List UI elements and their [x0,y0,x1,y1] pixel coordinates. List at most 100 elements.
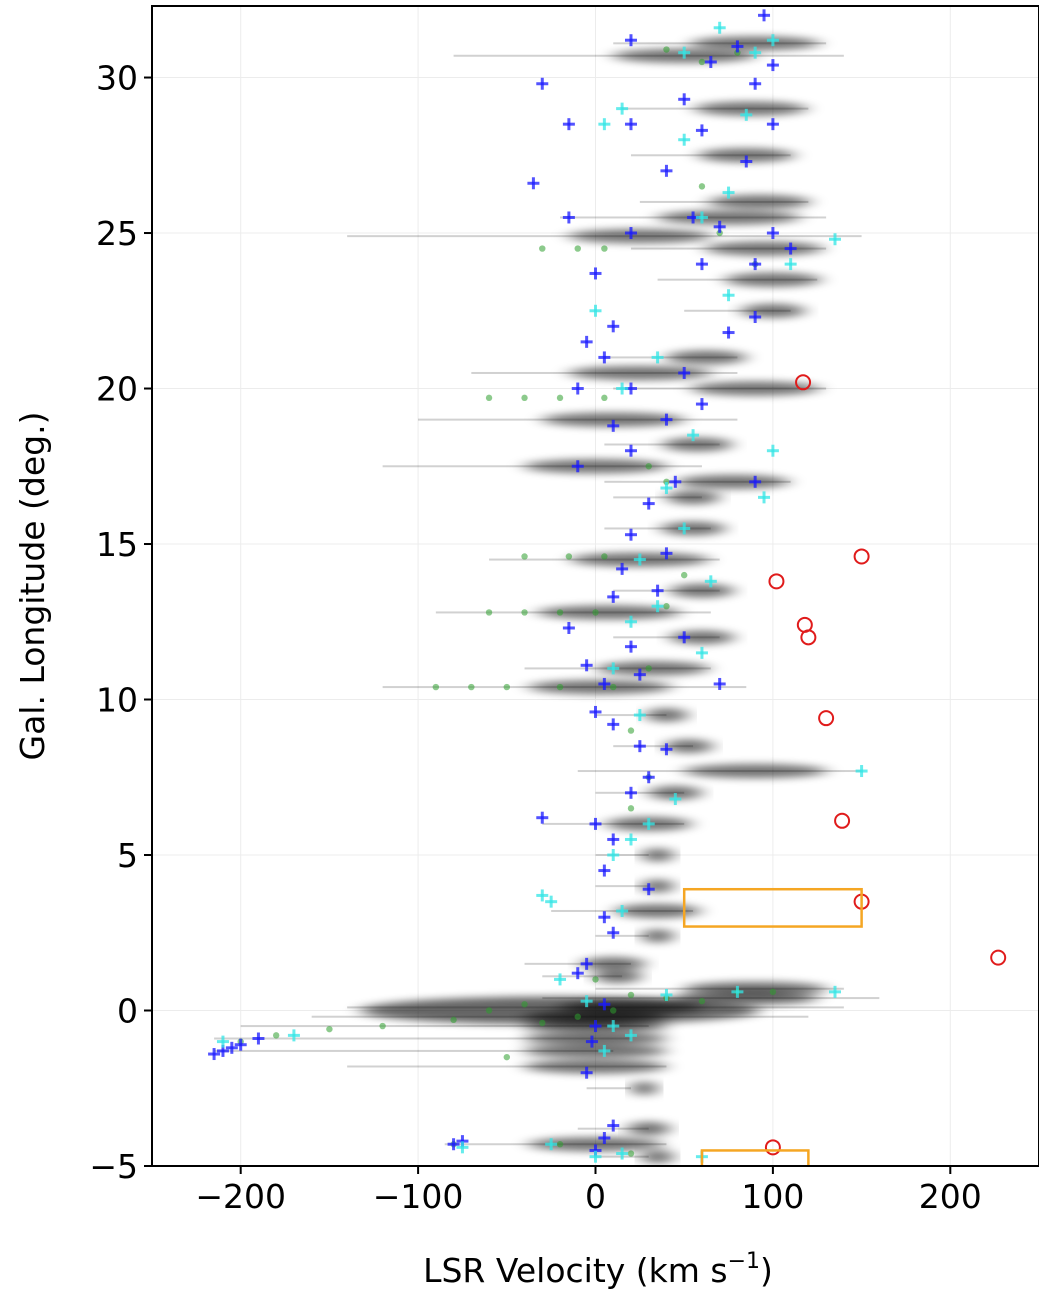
emission-core [641,848,674,863]
cyan-cross-point [536,889,549,902]
blue-cross-point [225,1041,238,1054]
green-dot-point [565,553,573,560]
blue-cross-point [758,9,771,22]
blue-cross-point [766,59,779,72]
green-dot-point [539,1019,546,1027]
emission-streak [613,496,702,499]
emission-core [630,1081,658,1096]
cyan-cross-point [678,522,691,535]
blue-cross-point [607,926,620,939]
emission-core [641,879,674,894]
green-dot-point [698,997,706,1005]
blue-cross-point [571,967,584,980]
emission-background [214,36,880,1164]
cyan-cross-point [828,985,841,998]
cyan-cross-point [545,895,558,908]
emission-core [523,1059,668,1074]
blue-cross-point [766,118,779,131]
blue-cross-point [536,77,549,90]
x-tick-label: −100 [373,1177,464,1216]
blue-cross-point [562,621,575,634]
blue-cross-point [208,1048,221,1061]
green-dot-point [592,609,599,616]
green-dot-point [698,183,706,190]
cyan-cross-point [545,1138,558,1151]
cyan-cross-point [624,615,637,628]
blue-cross-point [624,227,637,240]
green-dot-point [601,553,608,560]
cyan-cross-point [616,102,629,115]
blue-cross-point [571,460,584,473]
cyan-cross-point [749,46,762,59]
green-dot-point [485,394,493,402]
green-dot-point [503,683,510,691]
orange-box [682,887,863,928]
cyan-cross-point [766,444,779,457]
blue-cross-point [607,419,620,432]
blue-cross-point [633,668,646,681]
blue-cross-point [678,366,691,379]
blue-cross-point [580,1066,593,1079]
blue-cross-point [252,1032,265,1045]
cyan-cross-point [554,973,567,986]
blue-cross-point [607,718,620,731]
cyan-cross-point [660,482,673,495]
blue-cross-point [633,740,646,753]
cyan-cross-point [651,600,664,613]
emission-streak [595,934,649,937]
cyan-cross-point [731,985,744,998]
cyan-cross-point [660,988,673,1001]
cyan-cross-point [740,108,753,121]
emission-core [690,36,820,51]
emission-streak [595,885,649,888]
emission-core [660,521,726,536]
emission-core [724,272,822,287]
green-dot-point [645,665,652,672]
x-tick-label: 200 [919,1177,982,1216]
blue-cross-point [642,883,655,896]
blue-cross-point [624,118,637,131]
emission-core [567,229,712,244]
green-dot-point [272,1032,280,1039]
cyan-cross-point [669,793,682,806]
emission-core [523,1031,668,1046]
cyan-cross-point [607,662,620,675]
blue-cross-point [598,911,611,924]
y-axis-label: Gal. Longitude (deg.) [13,412,52,761]
emission-streak [604,443,720,446]
y-tick-label: 0 [117,992,138,1031]
blue-cross-point [598,1132,611,1145]
blue-cross-point [616,562,629,575]
blue-cross-point [784,242,797,255]
emission-core [648,785,703,800]
emission-core [536,605,681,620]
blue-cross-point [713,677,726,690]
cyan-cross-point [651,351,664,364]
cyan-cross-point [695,211,708,224]
emission-core [697,148,795,163]
green-dot-point [663,603,670,610]
blue-cross-point [598,998,611,1011]
emission-core [596,661,710,676]
x-axis-label: LSR Velocity (km s−1) [423,1249,773,1290]
y-tick-label: 30 [96,59,138,98]
blue-cross-point [571,382,584,395]
emission-streak [613,589,720,592]
green-dot-point [326,1025,333,1033]
x-axis-ticks: −200 −100 0 100 200 [195,1166,982,1216]
blue-cross-point [607,1119,620,1132]
green-dot-point [610,683,617,691]
blue-cross-point [585,1035,598,1048]
red-circle-point [834,812,851,829]
blue-cross-point [695,124,708,137]
cyan-cross-point [766,34,779,47]
cyan-cross-point [624,833,637,846]
blue-cross-point [527,177,540,190]
x-tick-label: −200 [195,1177,286,1216]
emission-core [523,1043,668,1058]
cyan-cross-point [616,904,629,917]
green-dot-point [610,1007,617,1014]
blue-cross-point [624,786,637,799]
cyan-cross-point [695,646,708,659]
